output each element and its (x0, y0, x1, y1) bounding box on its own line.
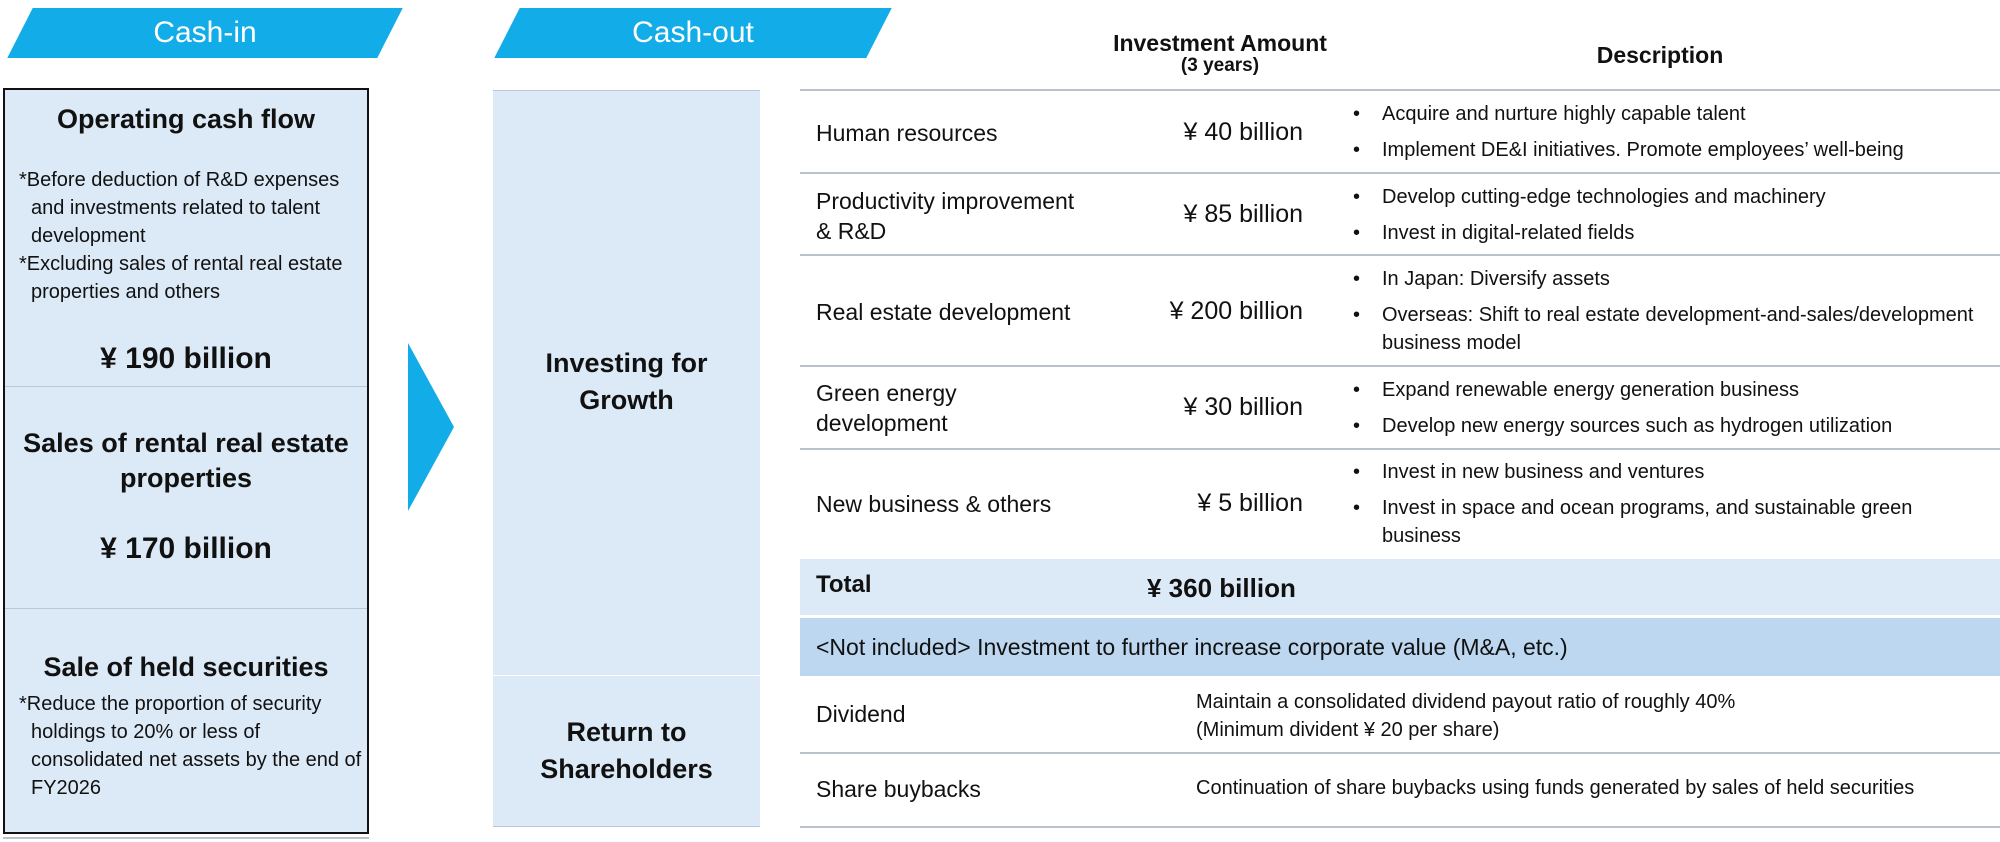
dividend-description: Maintain a consolidated dividend payout … (1196, 688, 1735, 744)
cash-in-divider (5, 608, 367, 609)
cash-in-panel: Operating cash flow *Before deduction of… (3, 88, 369, 834)
title-line: Sales of rental real estate (23, 428, 349, 458)
header-line: Investment Amount (1113, 30, 1327, 56)
note-line: holdings to 20% or less of (31, 721, 261, 743)
category-line: & R&D (816, 218, 887, 244)
rental-sales-amount: ¥ 170 billion (100, 532, 272, 565)
col-header-description: Description (1596, 42, 1724, 68)
table-row-amount: ¥ 200 billion (1169, 297, 1303, 325)
title-line: properties (119, 463, 253, 493)
panel-separator (493, 90, 760, 91)
not-included-text: <Not included> Investment to further inc… (816, 634, 1568, 660)
description-bullet: Invest in new business and ventures (1352, 458, 1992, 486)
securities-title: Sale of held securities (43, 652, 329, 682)
return-shareholders-panel: Return to Shareholders (493, 676, 760, 826)
panel-separator (493, 826, 760, 827)
total-amount: ¥ 360 billion (1147, 573, 1296, 603)
table-rule (800, 826, 2000, 828)
description-bullet: Invest in space and ocean programs, and … (1352, 494, 1992, 550)
cash-in-divider (5, 386, 367, 387)
category-line: development (816, 410, 948, 436)
table-row-category: New business & others (816, 491, 1052, 517)
buyback-description: Continuation of share buybacks using fun… (1196, 777, 1915, 799)
buyback-label: Share buybacks (816, 776, 981, 802)
label-line: Shareholders (540, 754, 713, 784)
description-bullet: Invest in digital-related fields (1352, 219, 1992, 247)
dividend-label: Dividend (816, 701, 906, 727)
table-row-description: In Japan: Diversify assets Overseas: Shi… (1352, 265, 1992, 365)
description-bullet: In Japan: Diversify assets (1352, 265, 1992, 293)
col-header-amount: Investment Amount (3 years) (1090, 30, 1350, 76)
flow-arrow-icon (408, 343, 454, 511)
table-row-amount: ¥ 5 billion (1197, 489, 1303, 517)
note-line: and investments related to talent (31, 197, 321, 219)
description-bullet: Expand renewable energy generation busin… (1352, 376, 1992, 404)
table-row-amount: ¥ 30 billion (1183, 393, 1303, 421)
table-row-description: Develop cutting-edge technologies and ma… (1352, 183, 1992, 255)
operating-cf-note: *Before deduction of R&D expenses and in… (19, 166, 343, 306)
table-row-category: Real estate development (816, 299, 1071, 325)
dividend-line: Maintain a consolidated dividend payout … (1196, 691, 1736, 713)
category-line: Productivity improvement (816, 188, 1075, 214)
table-row-description: Invest in new business and ventures Inve… (1352, 458, 1992, 558)
table-rule (800, 89, 2000, 91)
operating-cf-title: Operating cash flow (56, 104, 316, 134)
label-line: Return to (566, 717, 687, 747)
description-bullet: Acquire and nurture highly capable talen… (1352, 100, 1992, 128)
label-line: Investing for (545, 348, 708, 378)
table-rule (800, 365, 2000, 367)
table-row-amount: ¥ 85 billion (1183, 200, 1303, 228)
description-bullet: Overseas: Shift to real estate developme… (1352, 301, 1992, 357)
table-row-category: Human resources (816, 120, 998, 146)
dividend-line: (Minimum divident ¥ 20 per share) (1196, 719, 1500, 741)
securities-note: *Reduce the proportion of security holdi… (19, 690, 361, 802)
operating-cf-amount: ¥ 190 billion (100, 342, 272, 375)
table-rule (800, 254, 2000, 256)
note-line: *Excluding sales of rental real estate (19, 253, 343, 275)
table-rule (800, 172, 2000, 174)
header-line: (3 years) (1180, 55, 1260, 76)
note-line: properties and others (31, 281, 221, 303)
category-line: Green energy (816, 380, 957, 406)
cash-in-bottom-line (3, 837, 369, 839)
description-bullet: Develop new energy sources such as hydro… (1352, 412, 1992, 440)
table-row-amount: ¥ 40 billion (1183, 118, 1303, 146)
label-line: Growth (579, 385, 674, 415)
investing-growth-label: Investing for Growth (493, 345, 760, 419)
cash-in-header: Cash-in (153, 16, 257, 49)
table-rule (800, 752, 2000, 754)
note-line: development (31, 225, 146, 247)
total-row (800, 559, 2000, 615)
total-label: Total (816, 571, 872, 598)
table-rule (800, 448, 2000, 450)
note-line: *Before deduction of R&D expenses (19, 169, 340, 191)
return-shareholders-label: Return to Shareholders (493, 714, 760, 788)
description-bullet: Implement DE&I initiatives. Promote empl… (1352, 136, 1992, 164)
not-included-row (800, 618, 2000, 676)
table-row-description: Acquire and nurture highly capable talen… (1352, 100, 1992, 172)
table-row-description: Expand renewable energy generation busin… (1352, 376, 1992, 448)
note-line: consolidated net assets by the end of (31, 749, 362, 771)
investing-growth-panel: Investing for Growth (493, 91, 760, 675)
cash-out-header: Cash-out (632, 16, 754, 49)
table-row-category: Green energy development (816, 378, 957, 438)
table-row-category: Productivity improvement & R&D (816, 186, 1074, 246)
rental-sales-title: Sales of rental real estate properties (5, 426, 367, 496)
note-line: FY2026 (31, 777, 102, 799)
description-bullet: Develop cutting-edge technologies and ma… (1352, 183, 1992, 211)
note-line: *Reduce the proportion of security (19, 693, 322, 715)
